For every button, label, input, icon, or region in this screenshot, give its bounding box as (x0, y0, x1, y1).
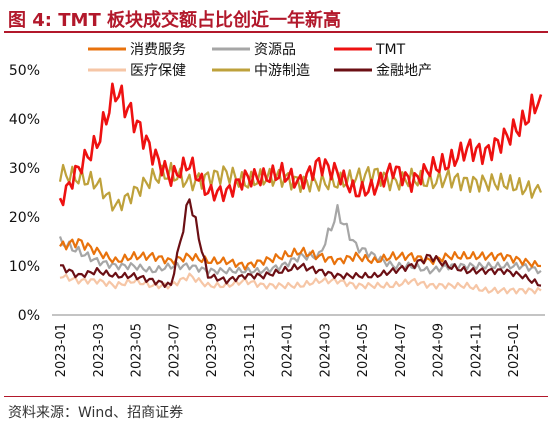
y-tick-label: 40% (9, 112, 40, 128)
series-line (58, 82, 543, 207)
x-tick-label: 2024-09 (432, 323, 447, 377)
series-line (59, 198, 542, 288)
y-tick-label: 20% (9, 210, 40, 226)
legend-label: 资源品 (254, 42, 296, 58)
source-note: 资料来源：Wind、招商证券 (8, 405, 184, 421)
x-tick-label: 2023-01 (54, 323, 69, 377)
chart-title: 图 4: TMT 板块成交额占比创近一年新高 (8, 10, 341, 31)
x-tick-label: 2024-11 (469, 323, 484, 377)
legend: 消费服务 资源品 TMT 医疗保健 中游制造 金融地产 (88, 42, 432, 79)
legend-label: 消费服务 (130, 42, 186, 58)
y-tick-label: 10% (9, 259, 40, 275)
series-line (58, 161, 543, 212)
legend-label: TMT (375, 42, 406, 58)
x-tick-label: 2024-03 (318, 323, 333, 377)
y-tick-label: 30% (9, 161, 40, 177)
y-tick-label: 50% (9, 63, 40, 79)
x-axis: 2023-01 2023-03 2023-05 2023-07 2023-09 2023-… (52, 314, 545, 377)
x-tick-label: 2024-05 (356, 323, 371, 377)
source-divider (4, 396, 548, 397)
x-tick-label: 2023-07 (167, 323, 182, 377)
legend-label: 金融地产 (376, 63, 432, 79)
series-line (59, 272, 542, 295)
x-tick-label: 2023-05 (130, 323, 145, 377)
x-tick-label: 2024-07 (394, 323, 409, 377)
series-line (58, 204, 542, 275)
x-tick-label: 2023-11 (243, 323, 258, 377)
series-layer (58, 82, 543, 295)
y-tick-label: 0% (18, 308, 40, 324)
x-tick-label: 2023-03 (92, 323, 107, 377)
y-axis: 0% 10% 20% 30% 40% 50% (9, 63, 40, 324)
x-tick-label: 2025-01 (507, 323, 522, 377)
series-line (59, 238, 542, 271)
legend-label: 中游制造 (254, 63, 310, 79)
title-divider (4, 31, 548, 33)
x-tick-label: 2023-09 (205, 323, 220, 377)
x-tick-label: 2024-01 (281, 323, 296, 377)
legend-label: 医疗保健 (130, 63, 186, 79)
